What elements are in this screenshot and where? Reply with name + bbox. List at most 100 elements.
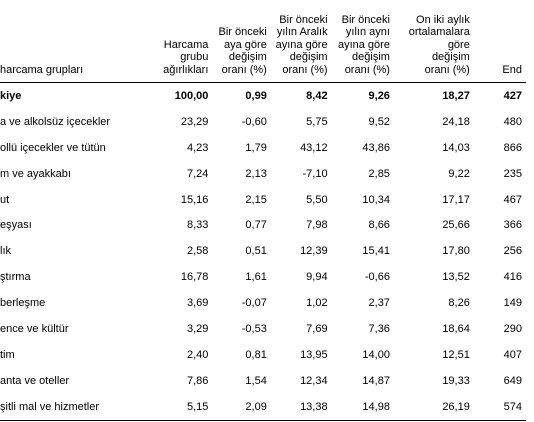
weight-cell: 8,33 [186, 219, 209, 232]
group-name: ollü içecekler ve tütün [0, 141, 106, 154]
monthly-change-cell: 1,61 [245, 271, 267, 284]
header-group: harcama grupları [0, 63, 84, 76]
monthly-change-cell: -0,07 [241, 297, 267, 310]
group-name: lık [0, 245, 11, 258]
header-row: harcama grupları Harcama grubu ağırlıkla… [0, 0, 526, 83]
weight-cell: 100,00 [174, 89, 209, 102]
monthly-change-cell: 0,81 [245, 348, 267, 361]
table-row: a ve alkolsüz içecekler 23,29 -0,60 5,75 9,5… [0, 109, 526, 135]
avg12-change-cell: 25,66 [442, 219, 470, 232]
group-name: ştırma [0, 271, 31, 284]
index-cell: 416 [503, 271, 522, 284]
weight-cell: 3,29 [186, 322, 209, 335]
december-change-cell: 12,39 [300, 245, 328, 258]
yoy-change-cell: 9,26 [368, 89, 390, 102]
weight-cell: 2,40 [186, 348, 209, 361]
yoy-change-cell: 43,86 [362, 141, 390, 154]
avg12-change-cell: 12,51 [442, 348, 470, 361]
december-change-cell: 7,98 [306, 219, 328, 232]
monthly-change-cell: -0,53 [241, 322, 267, 335]
index-cell: 866 [503, 141, 522, 154]
header-avg12: On iki aylık ortalamalara göre değişim o… [408, 13, 470, 76]
header-yoy: Bir önceki yılın aynı ayına göre değişim… [337, 13, 390, 76]
weight-cell: 7,86 [186, 374, 209, 387]
table-row: lık 2,58 0,51 12,39 15,41 17,80 256 [0, 238, 526, 264]
weight-cell: 7,24 [186, 167, 209, 180]
group-name: eşyası [0, 219, 32, 232]
index-cell: 366 [503, 219, 522, 232]
yoy-change-cell: 2,85 [368, 167, 390, 180]
group-name: m ve ayakkabı [0, 167, 71, 180]
index-cell: 480 [503, 115, 522, 128]
header-december: Bir önceki yılın Aralık ayına göre değiş… [275, 13, 328, 76]
index-cell: 256 [503, 245, 522, 258]
yoy-change-cell: 15,41 [362, 245, 390, 258]
group-name: anta ve oteller [0, 374, 70, 387]
december-change-cell: 7,69 [306, 322, 328, 335]
table-row: anta ve oteller 7,86 1,54 12,34 14,87 19,33 64… [0, 368, 526, 394]
avg12-change-cell: 14,03 [442, 141, 470, 154]
avg12-change-cell: 26,19 [442, 400, 470, 413]
monthly-change-cell: 0,99 [245, 89, 267, 102]
yoy-change-cell: -0,66 [364, 271, 390, 284]
group-name: kiye [0, 89, 22, 102]
monthly-change-cell: 2,15 [245, 193, 267, 206]
december-change-cell: 13,38 [300, 400, 328, 413]
table-body: kiye 100,00 0,99 8,42 9,26 18,27 427 a ve alkol… [0, 83, 526, 421]
index-cell: 427 [503, 89, 522, 102]
monthly-change-cell: 1,79 [245, 141, 267, 154]
december-change-cell: 1,02 [306, 297, 328, 310]
monthly-change-cell: 0,77 [245, 219, 267, 232]
december-change-cell: 8,42 [306, 89, 328, 102]
december-change-cell: 5,75 [306, 115, 328, 128]
december-change-cell: 9,94 [306, 271, 328, 284]
monthly-change-cell: -0,60 [241, 115, 267, 128]
yoy-change-cell: 7,36 [368, 322, 390, 335]
table-row: eşyası 8,33 0,77 7,98 8,66 25,66 366 [0, 212, 526, 238]
avg12-change-cell: 18,27 [442, 89, 470, 102]
group-name: tim [0, 348, 15, 361]
december-change-cell: 43,12 [300, 141, 328, 154]
avg12-change-cell: 19,33 [442, 374, 470, 387]
index-cell: 574 [503, 400, 522, 413]
avg12-change-cell: 18,64 [442, 322, 470, 335]
index-cell: 467 [503, 193, 522, 206]
group-name: berleşme [0, 297, 46, 310]
yoy-change-cell: 8,66 [368, 219, 390, 232]
avg12-change-cell: 8,26 [448, 297, 470, 310]
table-header: harcama grupları Harcama grubu ağırlıkla… [0, 0, 526, 83]
table-row: berleşme 3,69 -0,07 1,02 2,37 8,26 149 [0, 290, 526, 316]
index-cell: 149 [503, 297, 522, 310]
table-row: m ve ayakkabı 7,24 2,13 -7,10 2,85 9,22 235 [0, 161, 526, 187]
monthly-change-cell: 1,54 [245, 374, 267, 387]
index-cell: 235 [503, 167, 522, 180]
header-index: End [502, 63, 522, 76]
weight-cell: 5,15 [186, 400, 209, 413]
weight-cell: 16,78 [180, 271, 209, 284]
yoy-change-cell: 10,34 [362, 193, 390, 206]
group-name: şitli mal ve hizmetler [0, 400, 100, 413]
yoy-change-cell: 2,37 [368, 297, 390, 310]
avg12-change-cell: 9,22 [448, 167, 470, 180]
december-change-cell: 12,34 [300, 374, 328, 387]
table-row: ollü içecekler ve tütün 4,23 1,79 43,12 43,8… [0, 135, 526, 161]
yoy-change-cell: 14,87 [362, 374, 390, 387]
weight-cell: 23,29 [180, 115, 209, 128]
december-change-cell: 5,50 [306, 193, 328, 206]
index-cell: 649 [503, 374, 522, 387]
group-name: a ve alkolsüz içecekler [0, 115, 111, 128]
monthly-change-cell: 2,13 [245, 167, 267, 180]
weight-cell: 3,69 [186, 297, 209, 310]
yoy-change-cell: 9,52 [368, 115, 390, 128]
index-cell: 407 [503, 348, 522, 361]
december-change-cell: -7,10 [302, 167, 328, 180]
table-row: tim 2,40 0,81 13,95 14,00 12,51 407 [0, 342, 526, 368]
group-name: ence ve kültür [0, 322, 69, 335]
monthly-change-cell: 0,51 [245, 245, 267, 258]
avg12-change-cell: 17,17 [442, 193, 470, 206]
weight-cell: 2,58 [186, 245, 209, 258]
table-row: ut 15,16 2,15 5,50 10,34 17,17 467 [0, 187, 526, 213]
avg12-change-cell: 17,80 [442, 245, 470, 258]
